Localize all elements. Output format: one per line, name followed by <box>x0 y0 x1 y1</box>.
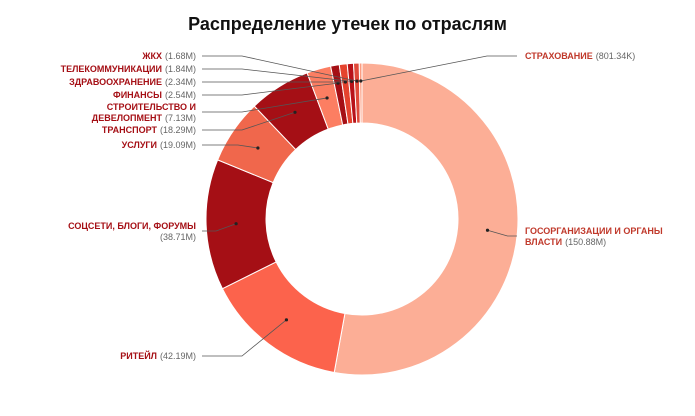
leader-dot <box>350 79 354 83</box>
slice-label: СТРАХОВАНИЕ (801.34K) <box>525 51 635 61</box>
leader-dot <box>343 80 347 84</box>
slice-label: ЗДРАВООХРАНЕНИЕ (2.34M) <box>69 77 196 87</box>
donut-slice <box>358 62 363 124</box>
leader-line <box>202 223 237 232</box>
leader-line <box>202 97 328 113</box>
leader-line <box>202 144 258 149</box>
leader-dot <box>234 222 238 226</box>
leader-line <box>360 55 517 82</box>
leader-line <box>202 82 339 96</box>
slice-label: ЖКХ (1.68M) <box>141 51 196 61</box>
leader-dot <box>485 228 490 232</box>
leader-dot <box>256 146 260 150</box>
chart-title: Распределение утечек по отраслям <box>188 14 507 34</box>
leader-dot <box>355 79 359 83</box>
leader-line <box>487 229 517 237</box>
slice-label: СОЦСЕТИ, БЛОГИ, ФОРУМЫ (38.71M) <box>68 221 196 242</box>
slice-label: ГОСОРГАНИЗАЦИИ И ОРГАНЫ ВЛАСТИ (150.88M) <box>525 226 663 247</box>
slice-label: ТЕЛЕКОММУНИКАЦИИ (1.84M) <box>61 64 196 74</box>
slice-label: СТРОИТЕЛЬСТВО И ДЕВЕЛОПМЕНТ (7.13M) <box>92 102 196 123</box>
leader-dot <box>284 318 289 322</box>
leader-dot <box>293 110 297 114</box>
donut-slice <box>333 62 519 376</box>
leader-dot <box>359 79 363 83</box>
slice-label: УСЛУГИ (19.09M) <box>122 140 196 150</box>
slice-label: ФИНАНСЫ (2.54M) <box>113 90 196 100</box>
slice-label: ТРАНСПОРТ (18.29M) <box>102 125 196 135</box>
leader-line <box>202 68 352 82</box>
leader-dot <box>325 96 329 100</box>
leader-line <box>202 319 287 357</box>
slice-label: РИТЕЙЛ (42.19M) <box>120 350 196 361</box>
leader-line <box>202 111 296 131</box>
leader-line <box>202 55 358 82</box>
